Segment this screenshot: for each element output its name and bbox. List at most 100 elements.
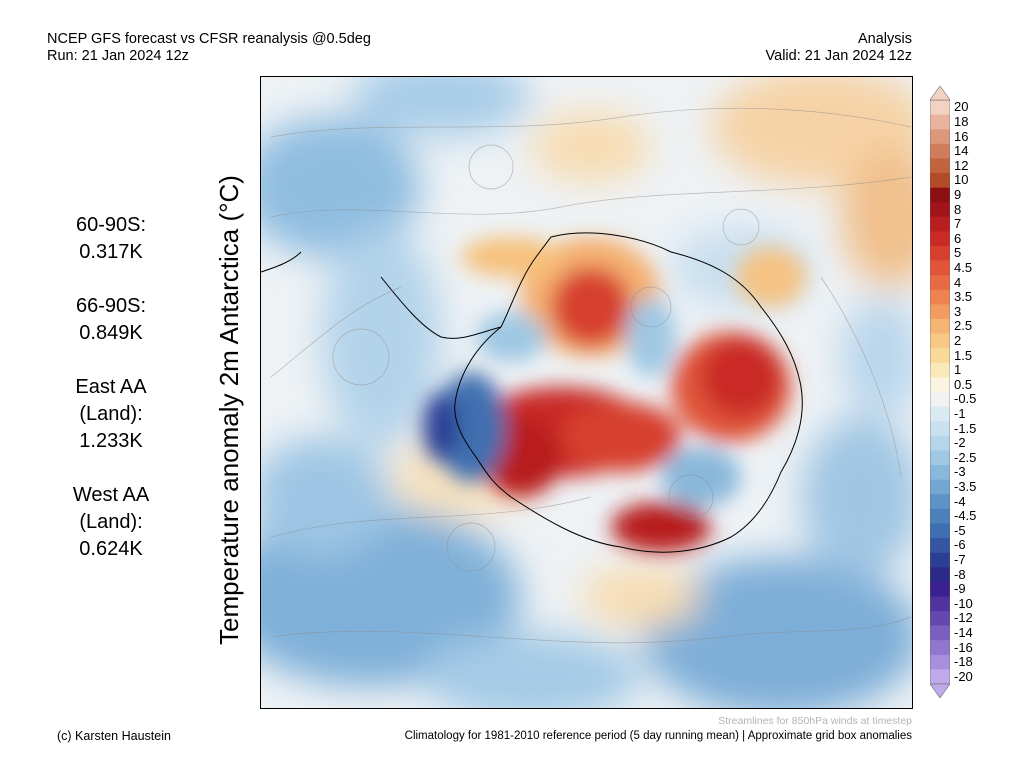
stat-value: 0.317K — [79, 241, 143, 263]
colorbar-segment — [930, 465, 950, 480]
colorbar-tick-label: -10 — [954, 595, 973, 611]
colorbar-tick-label: -9 — [954, 581, 966, 597]
colorbar-tick-label: -18 — [954, 654, 973, 670]
stat-east-aa: East AA (Land): 1.233K — [56, 374, 166, 455]
colorbar-tick-label: -3 — [954, 464, 966, 480]
colorbar-segment — [930, 654, 950, 670]
colorbar-segment — [930, 523, 950, 539]
chart-title: NCEP GFS forecast vs CFSR reanalysis @0.… — [47, 31, 371, 47]
stat-label: 60-90S: — [75, 214, 147, 236]
anomaly-map-svg — [261, 77, 912, 708]
colorbar-segment — [930, 158, 950, 174]
colorbar-tick-label: -0.5 — [954, 391, 977, 407]
colorbar-segment — [930, 129, 950, 145]
colorbar-segment — [930, 494, 950, 510]
colorbar-tick-label: -1.5 — [954, 420, 977, 436]
colorbar-bottom-arrow — [930, 683, 950, 698]
colorbar-segment — [930, 538, 950, 553]
colorbar-segment — [930, 421, 950, 437]
colorbar-segment — [930, 202, 950, 218]
continent-anomalies — [423, 237, 806, 552]
colorbar-segment — [930, 611, 950, 626]
colorbar-tick-label: 14 — [954, 143, 969, 159]
colorbar-segment — [930, 216, 950, 232]
colorbar-segment — [930, 289, 950, 305]
colorbar-tick-label: 0.5 — [954, 376, 973, 392]
colorbar-tick-label: 7 — [954, 216, 962, 232]
colorbar-segment — [930, 596, 950, 612]
colorbar-tick-label: 8 — [954, 201, 962, 217]
colorbar-tick-label: -5 — [954, 522, 966, 538]
header-left: NCEP GFS forecast vs CFSR reanalysis @0.… — [47, 31, 371, 65]
colorbar-tick-label: 20 — [954, 99, 969, 115]
colorbar-segment — [930, 450, 950, 466]
colorbar-segment — [930, 508, 950, 524]
colorbar-segment — [930, 231, 950, 247]
colorbar-top-arrow — [930, 86, 950, 101]
colorbar-tick-label: 4.5 — [954, 259, 973, 275]
colorbar-segment — [930, 333, 950, 349]
stat-label: 66-90S: — [75, 295, 147, 317]
streamlines-note: Streamlines for 850hPa winds at timestep — [718, 715, 912, 727]
colorbar-tick-label: 16 — [954, 128, 969, 144]
colorbar-segment — [930, 348, 950, 364]
wind-streamlines — [270, 107, 912, 644]
climatology-note: Climatology for 1981-2010 reference peri… — [404, 730, 912, 742]
colorbar-segment — [930, 406, 950, 422]
colorbar-segment — [930, 392, 950, 407]
colorbar-tick-label: -6 — [954, 537, 966, 553]
colorbar-tick-label: -2 — [954, 435, 966, 451]
colorbar-tick-label: 4 — [954, 274, 962, 290]
colorbar-segment — [930, 479, 950, 495]
colorbar-segment — [930, 100, 950, 115]
colorbar-tick-label: 1.5 — [954, 347, 973, 363]
colorbar-tick-label: -3.5 — [954, 478, 977, 494]
colorbar-tick-label: 5 — [954, 245, 962, 261]
south-america-coastline — [261, 251, 302, 273]
stat-60-90s: 60-90S: 0.317K — [56, 212, 166, 266]
stat-label: West AA (Land): — [72, 484, 150, 533]
colorbar-tick-label: -8 — [954, 566, 966, 582]
colorbar-segment — [930, 304, 950, 320]
colorbar-segment — [930, 567, 950, 583]
colorbar-tick-label: -14 — [954, 624, 973, 640]
colorbar-segment — [930, 187, 950, 203]
colorbar — [930, 86, 950, 698]
colorbar-tick-label: -7 — [954, 551, 966, 567]
colorbar-tick-label: 6 — [954, 230, 962, 246]
colorbar-tick-label: -2.5 — [954, 449, 977, 465]
stats-panel: 60-90S: 0.317K 66-90S: 0.849K East AA (L… — [56, 212, 166, 590]
colorbar-segment — [930, 114, 950, 130]
analysis-label: Analysis — [858, 31, 912, 47]
stat-label: East AA (Land): — [75, 376, 147, 425]
colorbar-segment — [930, 275, 950, 291]
colorbar-segment — [930, 669, 950, 685]
colorbar-tick-label: -4 — [954, 493, 966, 509]
stat-value: 1.233K — [79, 430, 143, 452]
colorbar-tick-label: -4.5 — [954, 508, 977, 524]
colorbar-segment — [930, 362, 950, 378]
antarctic-peninsula-coastline — [380, 276, 502, 339]
anomaly-map — [260, 76, 913, 709]
colorbar-tick-label: 2.5 — [954, 318, 973, 334]
stat-west-aa: West AA (Land): 0.624K — [56, 482, 166, 563]
colorbar-tick-label: 3.5 — [954, 289, 973, 305]
antarctica-coastline — [454, 232, 803, 553]
credit: (c) Karsten Haustein — [57, 729, 171, 743]
colorbar-tick-label: 10 — [954, 172, 969, 188]
colorbar-tick-label: -12 — [954, 610, 973, 626]
colorbar-tick-label: -20 — [954, 668, 973, 684]
colorbar-segment — [930, 173, 950, 188]
colorbar-tick-label: -16 — [954, 639, 973, 655]
stat-value: 0.624K — [79, 538, 143, 560]
map-ylabel: Temperature anomaly 2m Antarctica (°C) — [214, 175, 244, 645]
colorbar-tick-label: 1 — [954, 362, 962, 378]
colorbar-tick-label: 18 — [954, 113, 969, 129]
colorbar-segment — [930, 640, 950, 656]
stat-value: 0.849K — [79, 322, 143, 344]
colorbar-tick-label: 9 — [954, 186, 962, 202]
run-time: Run: 21 Jan 2024 12z — [47, 48, 189, 64]
colorbar-segment — [930, 143, 950, 159]
colorbar-tick-label: -1 — [954, 405, 966, 421]
colorbar-segment — [930, 260, 950, 276]
